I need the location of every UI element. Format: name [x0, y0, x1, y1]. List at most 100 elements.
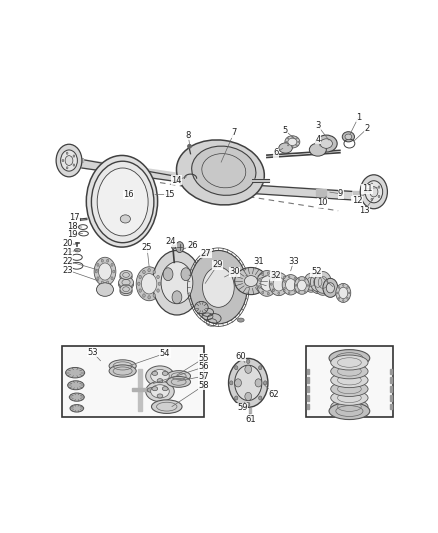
- Ellipse shape: [320, 139, 332, 148]
- Text: 31: 31: [253, 257, 264, 266]
- Polygon shape: [249, 408, 251, 415]
- Ellipse shape: [151, 385, 169, 398]
- Ellipse shape: [292, 136, 293, 138]
- Ellipse shape: [272, 276, 274, 278]
- Text: 58: 58: [199, 381, 209, 390]
- Ellipse shape: [73, 155, 75, 157]
- Ellipse shape: [264, 381, 267, 385]
- Ellipse shape: [111, 263, 113, 266]
- Ellipse shape: [282, 274, 299, 295]
- Ellipse shape: [235, 379, 241, 387]
- Ellipse shape: [347, 287, 348, 288]
- Ellipse shape: [66, 152, 68, 155]
- Ellipse shape: [304, 275, 318, 292]
- Ellipse shape: [245, 392, 251, 400]
- Ellipse shape: [254, 273, 269, 292]
- Bar: [306, 345, 392, 417]
- Text: 25: 25: [142, 243, 152, 252]
- Text: 12: 12: [352, 196, 362, 205]
- Ellipse shape: [172, 291, 182, 304]
- Ellipse shape: [99, 263, 112, 280]
- Ellipse shape: [67, 381, 84, 390]
- Text: 2: 2: [364, 124, 370, 133]
- Ellipse shape: [294, 277, 296, 279]
- Text: 52: 52: [311, 268, 321, 277]
- Text: 54: 54: [160, 349, 170, 358]
- Ellipse shape: [267, 272, 269, 274]
- Ellipse shape: [101, 281, 103, 284]
- Ellipse shape: [272, 289, 274, 292]
- Ellipse shape: [304, 278, 306, 280]
- Text: 29: 29: [212, 260, 223, 269]
- Ellipse shape: [167, 376, 191, 387]
- Polygon shape: [251, 185, 352, 199]
- Text: 4: 4: [315, 135, 321, 144]
- Ellipse shape: [120, 215, 131, 223]
- Ellipse shape: [304, 273, 318, 290]
- Ellipse shape: [360, 175, 387, 209]
- Ellipse shape: [202, 267, 234, 308]
- Text: 24: 24: [166, 237, 176, 246]
- Ellipse shape: [136, 267, 162, 301]
- Ellipse shape: [314, 273, 332, 295]
- Ellipse shape: [97, 277, 99, 280]
- Ellipse shape: [152, 251, 201, 315]
- Ellipse shape: [283, 289, 285, 292]
- Ellipse shape: [56, 144, 82, 177]
- Ellipse shape: [157, 378, 163, 383]
- Ellipse shape: [147, 387, 156, 392]
- Ellipse shape: [343, 285, 344, 286]
- Polygon shape: [68, 159, 84, 162]
- Ellipse shape: [60, 150, 78, 171]
- Ellipse shape: [162, 372, 168, 375]
- Ellipse shape: [297, 141, 299, 142]
- Ellipse shape: [163, 268, 173, 281]
- Polygon shape: [390, 369, 392, 374]
- Polygon shape: [390, 386, 392, 392]
- Ellipse shape: [258, 366, 262, 370]
- Ellipse shape: [106, 259, 109, 262]
- Ellipse shape: [272, 277, 274, 279]
- Ellipse shape: [235, 365, 262, 400]
- Ellipse shape: [69, 393, 84, 401]
- Ellipse shape: [230, 381, 233, 385]
- Ellipse shape: [314, 271, 332, 293]
- Ellipse shape: [331, 382, 368, 397]
- Text: 32: 32: [270, 271, 281, 280]
- Ellipse shape: [294, 290, 296, 292]
- Ellipse shape: [74, 248, 81, 252]
- Polygon shape: [307, 395, 309, 400]
- Ellipse shape: [192, 146, 256, 195]
- Ellipse shape: [278, 274, 280, 276]
- Ellipse shape: [336, 292, 338, 294]
- Text: 17: 17: [69, 213, 80, 222]
- Ellipse shape: [284, 287, 286, 289]
- Ellipse shape: [258, 286, 260, 288]
- Ellipse shape: [338, 287, 340, 288]
- Text: 33: 33: [288, 256, 299, 265]
- Ellipse shape: [262, 273, 264, 276]
- Ellipse shape: [349, 292, 350, 294]
- Ellipse shape: [190, 251, 247, 324]
- Ellipse shape: [270, 283, 272, 285]
- Text: 22: 22: [62, 256, 73, 265]
- Polygon shape: [390, 404, 392, 409]
- Ellipse shape: [274, 282, 276, 285]
- Ellipse shape: [167, 370, 191, 382]
- Ellipse shape: [119, 279, 134, 290]
- Ellipse shape: [101, 259, 103, 262]
- Ellipse shape: [120, 271, 132, 279]
- Ellipse shape: [307, 285, 309, 286]
- Ellipse shape: [261, 276, 273, 291]
- Ellipse shape: [66, 167, 68, 169]
- Ellipse shape: [365, 181, 383, 203]
- Ellipse shape: [286, 283, 287, 285]
- Ellipse shape: [106, 281, 109, 284]
- Ellipse shape: [138, 282, 140, 286]
- Polygon shape: [82, 159, 208, 186]
- Ellipse shape: [146, 381, 174, 401]
- Text: 19: 19: [67, 230, 78, 239]
- Ellipse shape: [331, 373, 368, 387]
- Ellipse shape: [288, 138, 297, 146]
- Ellipse shape: [172, 245, 176, 249]
